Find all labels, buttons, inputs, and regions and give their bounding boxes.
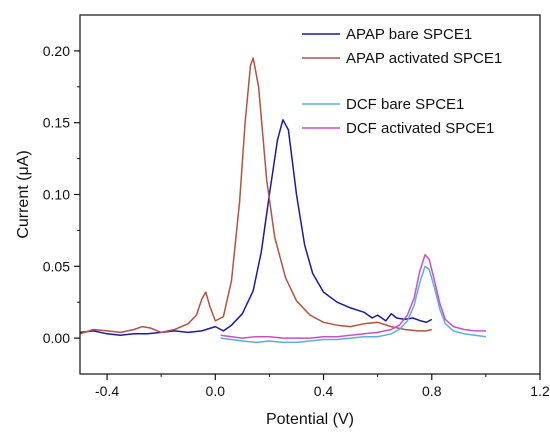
x-tick-label: 0.4: [314, 383, 334, 399]
series-layer: [79, 57, 487, 344]
series-line-4: [220, 254, 486, 339]
x-tick-label: 1.2: [530, 383, 550, 399]
y-tick-label: 0.10: [43, 187, 70, 203]
y-tick-label: 0.15: [43, 115, 70, 131]
legend-label-4: DCF activated SPCE1: [346, 120, 494, 137]
y-tick-label: 0.00: [43, 330, 70, 346]
legend-label-3: DCF bare SPCE1: [346, 96, 464, 113]
x-tick-label: 0.8: [422, 383, 442, 399]
x-tick-label: 0.0: [206, 383, 226, 399]
series-line-2: [79, 57, 432, 335]
legend-label-2: APAP activated SPCE1: [346, 50, 502, 67]
y-tick-label: 0.05: [43, 258, 70, 274]
y-axis-title: Current (μA): [15, 150, 32, 238]
series-line-3: [220, 265, 487, 344]
legend-label-1: APAP bare SPCE1: [346, 26, 472, 43]
x-tick-label: -0.4: [95, 383, 119, 399]
x-axis-title: Potential (V): [266, 411, 354, 428]
y-tick-label: 0.20: [43, 43, 70, 59]
legend: APAP bare SPCE1 APAP activated SPCE1 DCF b…: [302, 26, 502, 137]
tick-layer: -0.4 0.0 0.4 0.8 1.2 0.00 0.05 0.10 0.15 0.20: [43, 43, 550, 399]
